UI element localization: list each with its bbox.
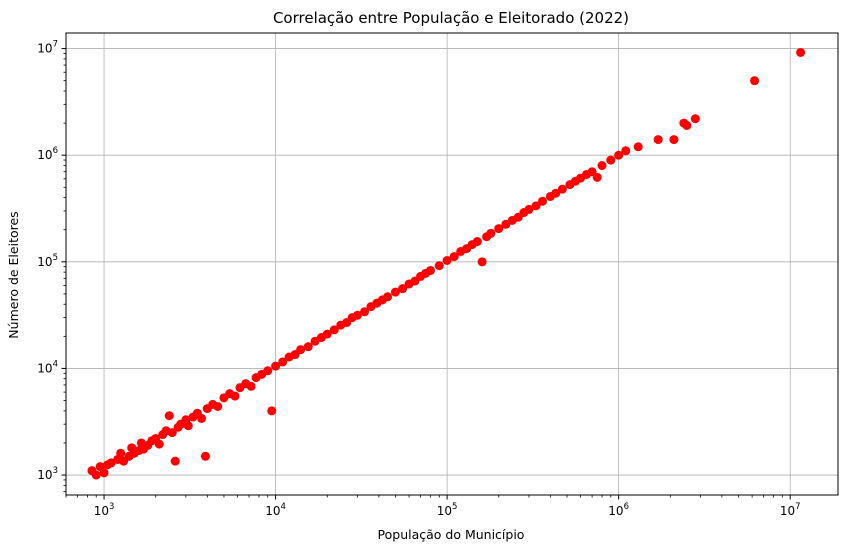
data-point <box>494 224 504 234</box>
chart-title: Correlação entre População e Eleitorado … <box>273 9 629 27</box>
data-point <box>472 237 482 247</box>
y-tick-label: 105 <box>37 253 58 269</box>
data-point <box>91 470 101 480</box>
data-point <box>501 219 511 229</box>
x-axis-label: População do Município <box>378 527 525 542</box>
data-point <box>398 284 408 294</box>
data-point <box>551 188 561 198</box>
data-point <box>167 428 177 438</box>
data-point <box>197 413 207 423</box>
data-point <box>614 150 624 160</box>
data-point <box>329 325 339 335</box>
data-point <box>303 342 313 352</box>
data-point <box>449 252 459 262</box>
data-point <box>486 228 496 238</box>
data-point <box>278 357 288 367</box>
data-point <box>322 329 332 339</box>
x-axis-ticks: 103 104 105 106 107 <box>65 495 801 518</box>
data-point <box>750 76 760 86</box>
x-tick-label: 105 <box>437 502 458 518</box>
data-point <box>477 257 487 267</box>
data-point <box>442 255 452 265</box>
data-point <box>690 114 700 124</box>
data-point <box>390 287 400 297</box>
data-point <box>524 204 534 214</box>
y-tick-label: 106 <box>37 146 58 162</box>
data-point <box>246 381 256 391</box>
axes <box>65 32 839 496</box>
data-point <box>352 310 362 320</box>
data-point <box>531 201 541 211</box>
y-axis-label: Número de Eleitores <box>6 211 21 338</box>
data-point <box>383 292 393 302</box>
data-point <box>796 47 806 57</box>
grid-lines <box>66 33 838 495</box>
data-points <box>87 47 806 480</box>
data-point <box>170 456 180 466</box>
data-point <box>164 411 174 421</box>
data-point <box>116 448 126 458</box>
data-point <box>154 439 164 449</box>
data-point <box>606 155 616 165</box>
data-point <box>538 196 548 206</box>
x-tick-label: 103 <box>94 502 115 518</box>
data-point <box>296 345 306 355</box>
data-point <box>557 184 567 194</box>
x-tick-label: 107 <box>780 502 801 518</box>
data-point <box>653 135 663 145</box>
data-point <box>592 172 602 182</box>
x-tick-label: 106 <box>608 502 629 518</box>
data-point <box>621 146 631 156</box>
x-tick-label: 104 <box>265 502 286 518</box>
data-point <box>682 120 692 130</box>
y-tick-label: 104 <box>37 359 58 375</box>
data-point <box>360 307 370 317</box>
data-point <box>267 406 277 416</box>
data-point <box>213 401 223 411</box>
data-point <box>230 391 240 401</box>
y-tick-label: 103 <box>37 466 58 482</box>
data-point <box>263 366 273 376</box>
data-point <box>183 421 193 431</box>
data-point <box>434 261 444 271</box>
data-point <box>633 142 643 152</box>
data-point <box>597 161 607 171</box>
data-point <box>669 135 679 145</box>
plot-frame <box>65 32 839 496</box>
data-point <box>425 265 435 275</box>
data-point <box>99 468 109 478</box>
y-tick-label: 107 <box>37 40 58 56</box>
data-point <box>200 451 210 461</box>
y-axis-ticks: 103 104 105 106 107 <box>37 40 66 492</box>
data-point <box>271 361 281 371</box>
